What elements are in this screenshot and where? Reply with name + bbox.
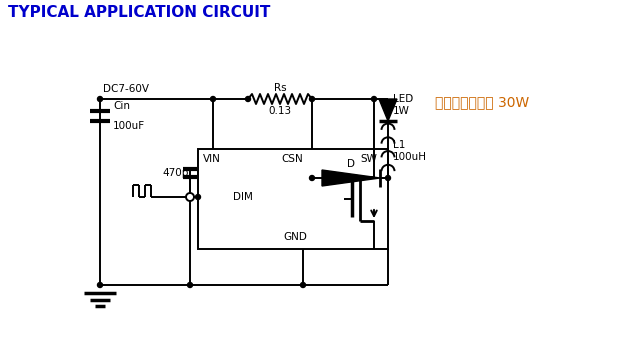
Text: 0.13: 0.13: [269, 106, 291, 116]
Text: LED
1W: LED 1W: [393, 94, 413, 116]
Circle shape: [186, 193, 194, 201]
Text: 最大可以输出到 30W: 最大可以输出到 30W: [435, 95, 529, 109]
Text: DIM: DIM: [233, 192, 253, 202]
Circle shape: [309, 176, 314, 181]
Text: D: D: [347, 159, 355, 169]
Text: L1
100uH: L1 100uH: [393, 140, 427, 162]
Text: 100uF: 100uF: [113, 121, 145, 131]
Text: GND: GND: [283, 232, 307, 242]
Circle shape: [371, 96, 377, 101]
Polygon shape: [379, 99, 397, 121]
Text: VIN: VIN: [203, 154, 221, 164]
Text: Cin: Cin: [113, 101, 130, 111]
Text: SW: SW: [360, 154, 377, 164]
Circle shape: [210, 96, 215, 101]
Circle shape: [246, 96, 250, 101]
Text: TYPICAL APPLICATION CIRCUIT: TYPICAL APPLICATION CIRCUIT: [8, 5, 271, 20]
Text: Rs: Rs: [274, 83, 286, 93]
Text: CSN: CSN: [281, 154, 303, 164]
Circle shape: [385, 176, 391, 181]
Circle shape: [98, 282, 102, 287]
Circle shape: [196, 195, 201, 200]
Polygon shape: [322, 170, 380, 186]
Text: 470p: 470p: [162, 168, 189, 178]
Circle shape: [98, 96, 102, 101]
Text: DC7-60V: DC7-60V: [103, 84, 149, 94]
Circle shape: [187, 282, 192, 287]
Circle shape: [300, 282, 305, 287]
Circle shape: [309, 96, 314, 101]
Bar: [198, 149, 388, 249]
